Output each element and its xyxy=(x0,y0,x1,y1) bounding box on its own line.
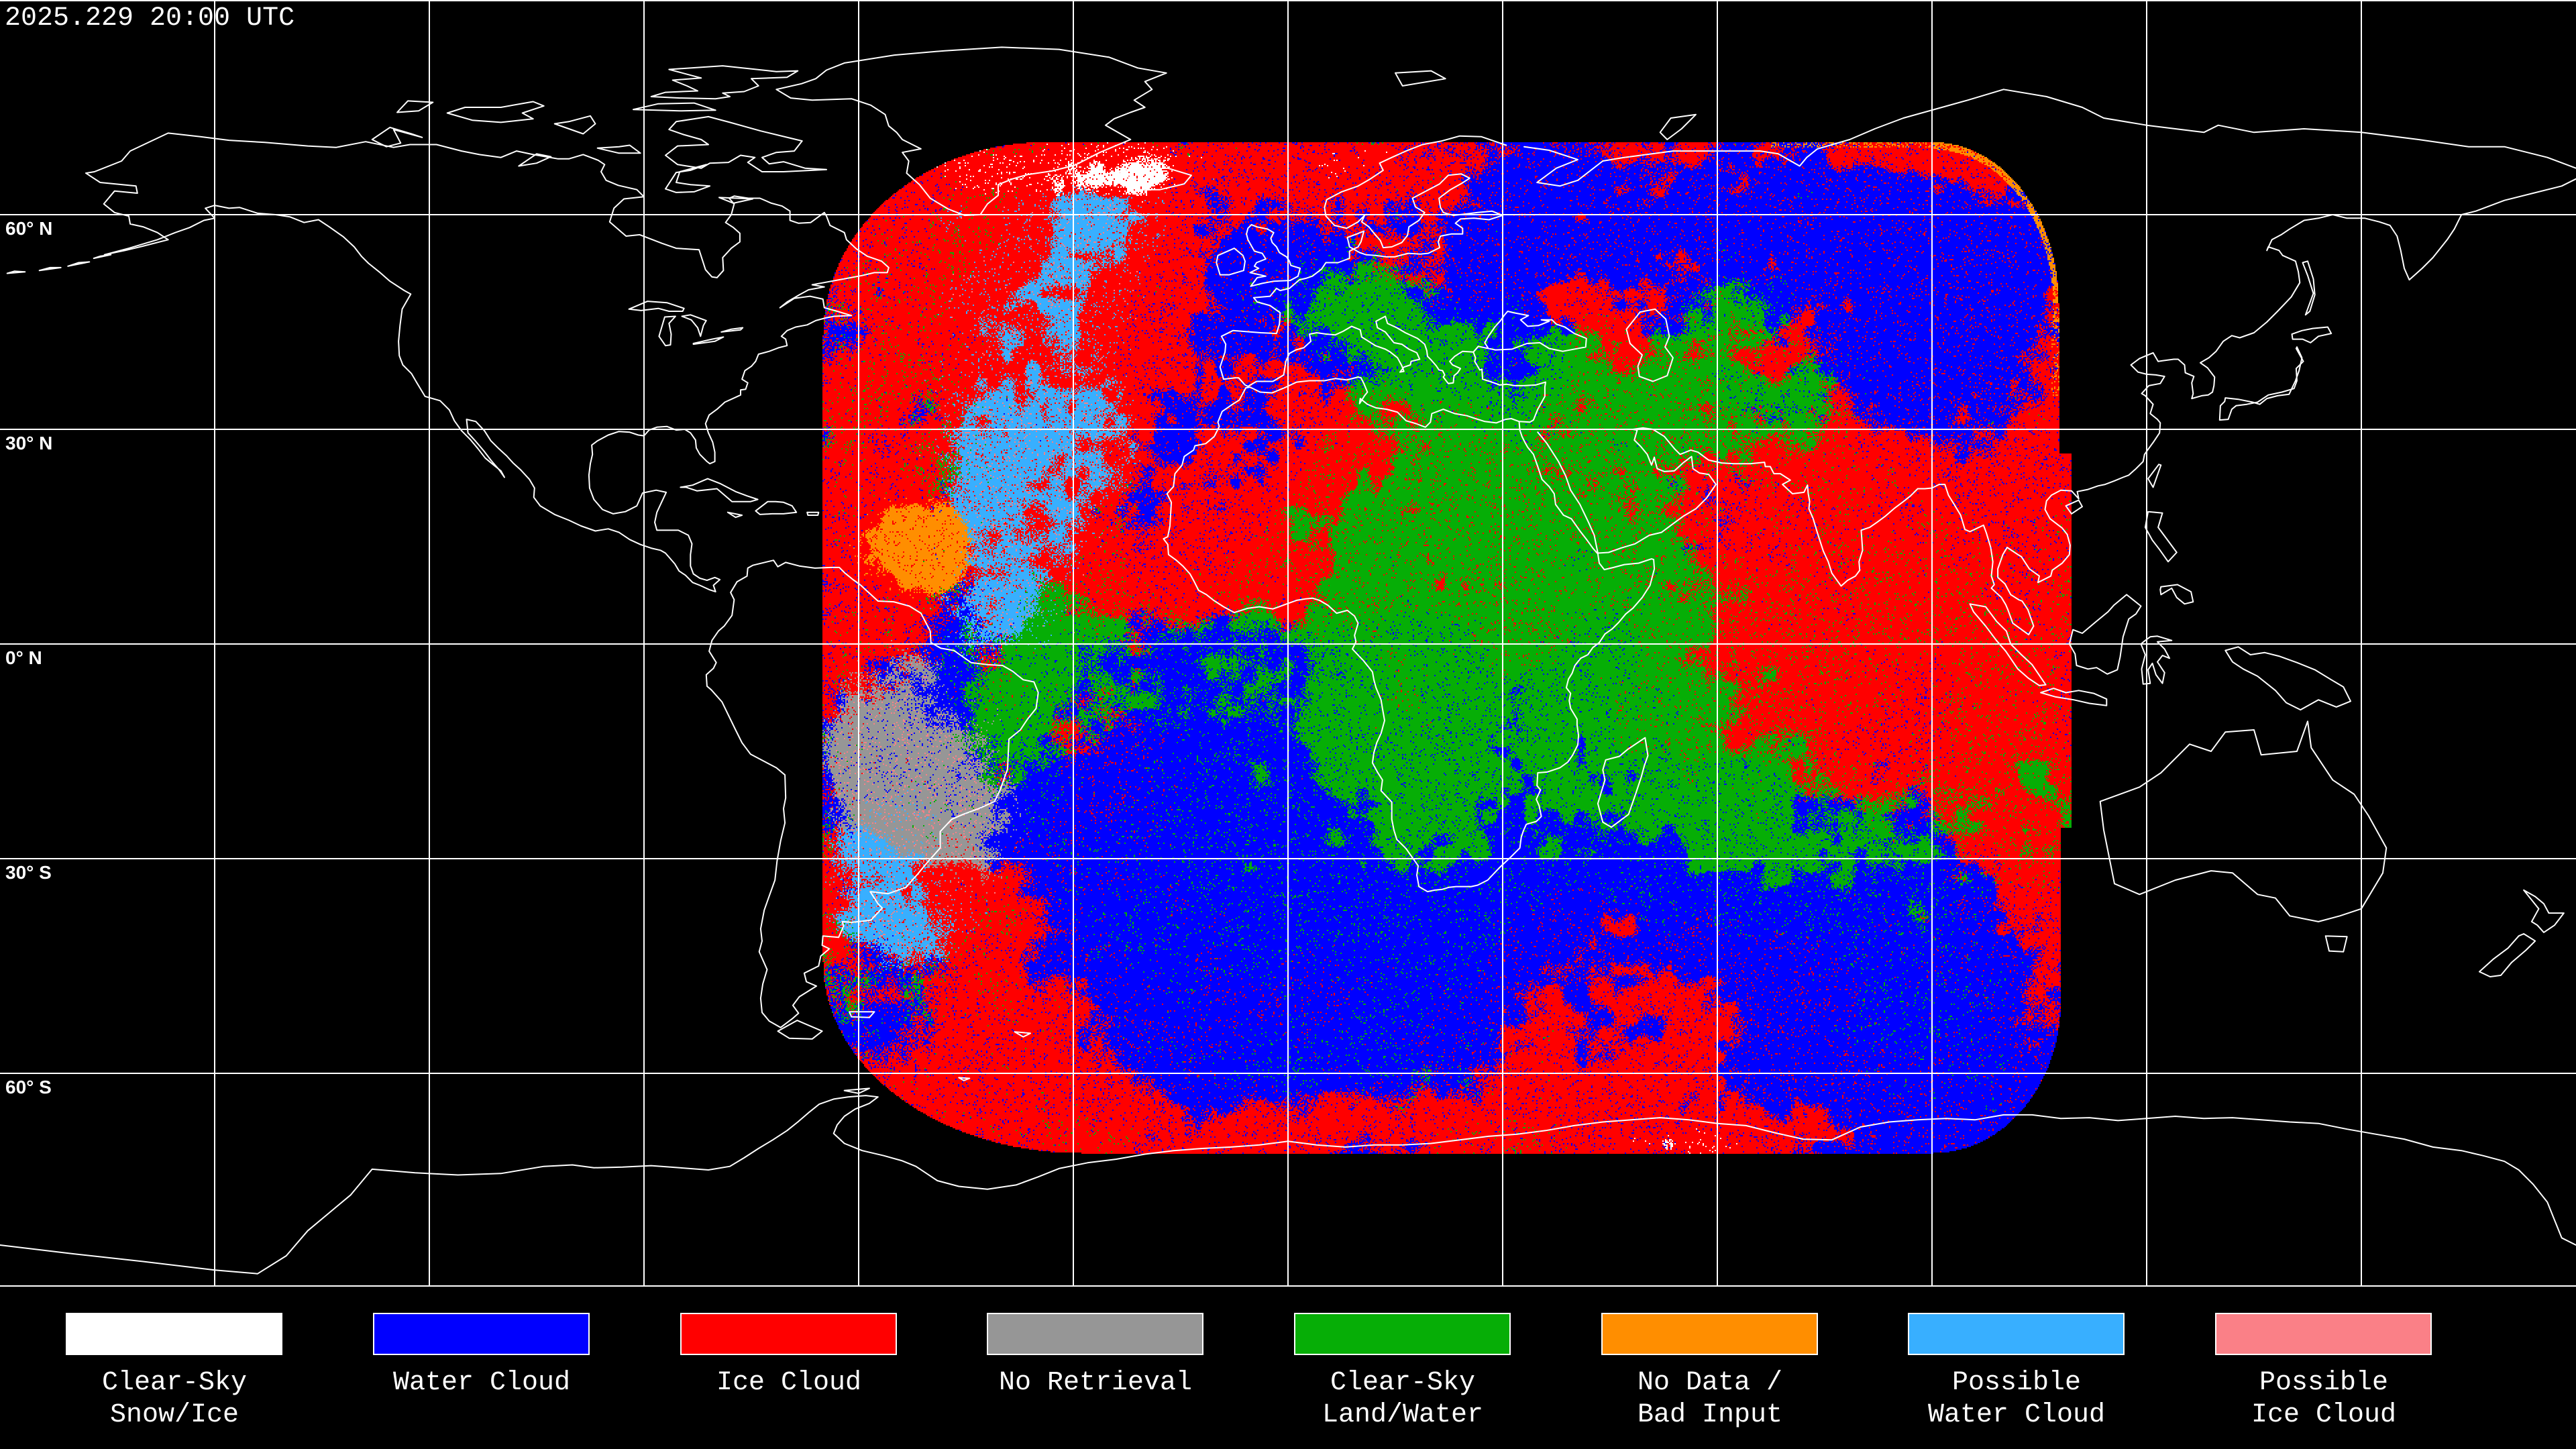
svg-text:Land/Water: Land/Water xyxy=(1322,1400,1483,1430)
svg-text:Ice Cloud: Ice Cloud xyxy=(716,1368,861,1398)
svg-text:Water Cloud: Water Cloud xyxy=(1928,1400,2105,1430)
svg-text:Bad Input: Bad Input xyxy=(1638,1400,1782,1430)
svg-text:2025.229 20:00 UTC: 2025.229 20:00 UTC xyxy=(5,3,294,34)
svg-text:30° S: 30° S xyxy=(5,862,52,883)
svg-text:Possible: Possible xyxy=(1952,1368,2081,1398)
svg-text:Possible: Possible xyxy=(2259,1368,2388,1398)
svg-text:Clear-Sky: Clear-Sky xyxy=(102,1368,247,1398)
svg-text:No Data /: No Data / xyxy=(1638,1368,1782,1398)
svg-text:Clear-Sky: Clear-Sky xyxy=(1330,1368,1475,1398)
svg-text:60° N: 60° N xyxy=(5,218,52,239)
svg-text:60° S: 60° S xyxy=(5,1077,52,1097)
svg-text:No Retrieval: No Retrieval xyxy=(999,1368,1192,1398)
svg-text:Snow/Ice: Snow/Ice xyxy=(110,1400,239,1430)
svg-text:Water Cloud: Water Cloud xyxy=(393,1368,570,1398)
svg-text:Ice Cloud: Ice Cloud xyxy=(2251,1400,2396,1430)
svg-text:30° N: 30° N xyxy=(5,433,52,453)
svg-text:0° N: 0° N xyxy=(5,647,42,668)
